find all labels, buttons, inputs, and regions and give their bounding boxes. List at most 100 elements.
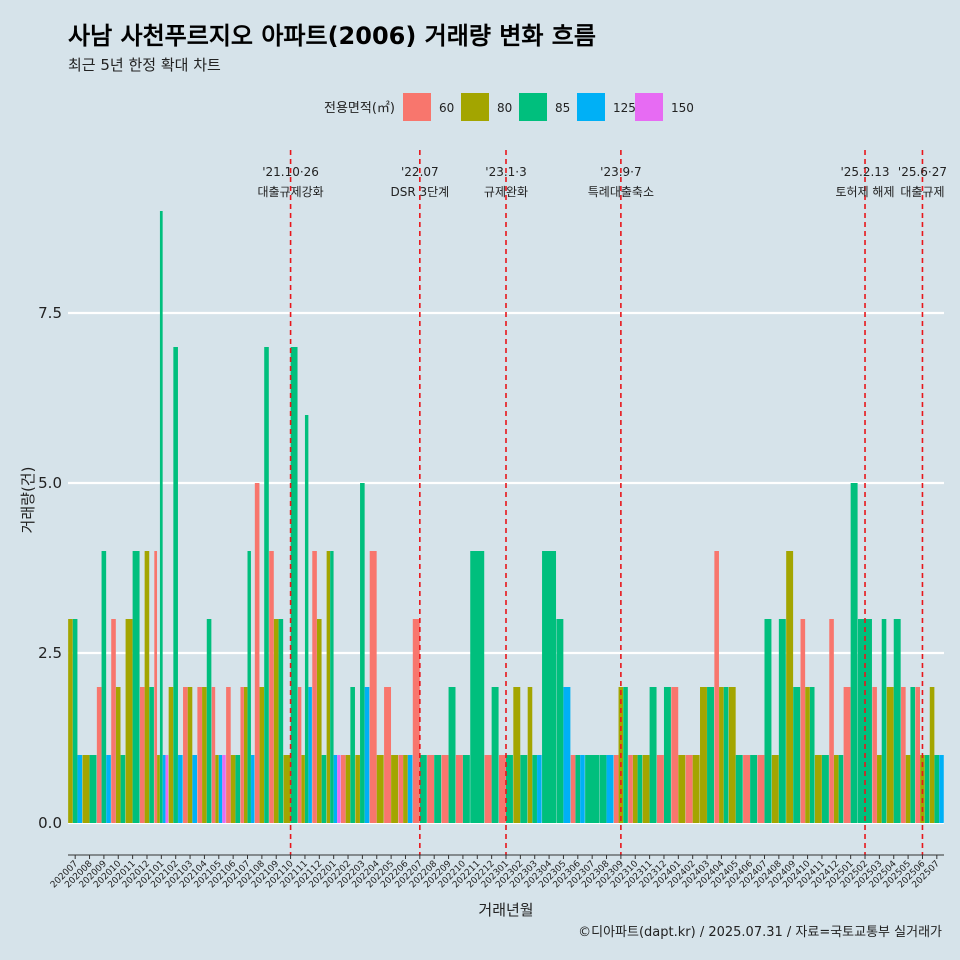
bar (330, 551, 334, 823)
bar (235, 755, 241, 823)
bar (230, 755, 236, 823)
bar (491, 687, 499, 823)
bar (829, 619, 834, 823)
bar (700, 687, 707, 823)
bar (384, 687, 392, 823)
bar (115, 687, 121, 823)
bar (910, 687, 916, 823)
bar (321, 755, 327, 823)
bar (637, 755, 643, 823)
bar (532, 755, 537, 823)
bar (656, 755, 664, 823)
bar (159, 211, 163, 823)
y-axis-title: 거래량(건) (19, 467, 37, 534)
bar (628, 755, 633, 823)
bar (139, 687, 145, 823)
bar (412, 619, 420, 823)
bar (723, 687, 729, 823)
bar (575, 755, 581, 823)
legend: 전용면적(㎡) 60 80 85 125 150 (324, 93, 694, 121)
bar (434, 755, 442, 823)
bar (793, 687, 801, 823)
bar (570, 755, 576, 823)
event-label: 대출규제강화 (257, 185, 323, 199)
legend-title: 전용면적(㎡) (324, 101, 395, 116)
bar (340, 755, 346, 823)
bar (642, 755, 650, 823)
bar (77, 755, 83, 823)
bar (735, 755, 743, 823)
bar (809, 687, 815, 823)
event-date: '23.9·7 (600, 165, 641, 179)
legend-swatch (461, 93, 489, 121)
bar (685, 755, 693, 823)
bar (226, 687, 231, 823)
bar (283, 755, 291, 823)
bar (101, 551, 107, 823)
bar (929, 687, 935, 823)
bar (606, 755, 614, 823)
bar (632, 755, 638, 823)
bar (398, 755, 404, 823)
bar (168, 687, 174, 823)
bar (556, 619, 564, 823)
bar (901, 687, 906, 823)
y-tick-label: 7.5 (38, 304, 62, 322)
bar (297, 687, 302, 823)
bar (623, 687, 628, 823)
bar (247, 551, 251, 823)
bar (678, 755, 686, 823)
bar (82, 755, 90, 823)
bar (222, 755, 226, 823)
bar (391, 755, 399, 823)
legend-swatch (519, 93, 547, 121)
bar (350, 687, 355, 823)
bar (757, 755, 765, 823)
bar (419, 755, 427, 823)
bar (243, 687, 248, 823)
bar (613, 755, 619, 823)
bar (872, 687, 877, 823)
bar (843, 687, 851, 823)
legend-label: 150 (671, 101, 694, 115)
event-date: '23.1·3 (485, 165, 526, 179)
bar (360, 483, 365, 823)
y-tick-label: 5.0 (38, 474, 62, 492)
event-date: '25.6·27 (898, 165, 947, 179)
event-label: 토허제 해제 (836, 185, 895, 199)
bar (778, 619, 786, 823)
bar (838, 755, 844, 823)
bar (743, 755, 751, 823)
bar (308, 687, 312, 823)
bar (187, 687, 193, 823)
bar (304, 415, 309, 823)
bar (149, 687, 154, 823)
bar (202, 687, 207, 823)
bar (692, 755, 700, 823)
bar (369, 551, 377, 823)
bar (484, 755, 492, 823)
event-date: '25.2.13 (840, 165, 889, 179)
bar (68, 619, 73, 823)
bar (805, 687, 810, 823)
bar (542, 551, 557, 823)
event-label: 대출규제 (900, 185, 944, 199)
bar (192, 755, 198, 823)
bar (750, 755, 758, 823)
bar (364, 687, 370, 823)
bar (707, 687, 714, 823)
bar (407, 755, 413, 823)
bar (786, 551, 794, 823)
y-tick-label: 2.5 (38, 644, 62, 662)
bar (728, 687, 736, 823)
bar (269, 551, 274, 823)
bar (215, 755, 219, 823)
bar (462, 755, 470, 823)
bar (218, 755, 223, 823)
event-label: DSR 3단계 (390, 185, 449, 199)
bar (355, 755, 360, 823)
bar (886, 687, 894, 823)
bar (833, 755, 839, 823)
legend-label: 80 (497, 101, 512, 115)
